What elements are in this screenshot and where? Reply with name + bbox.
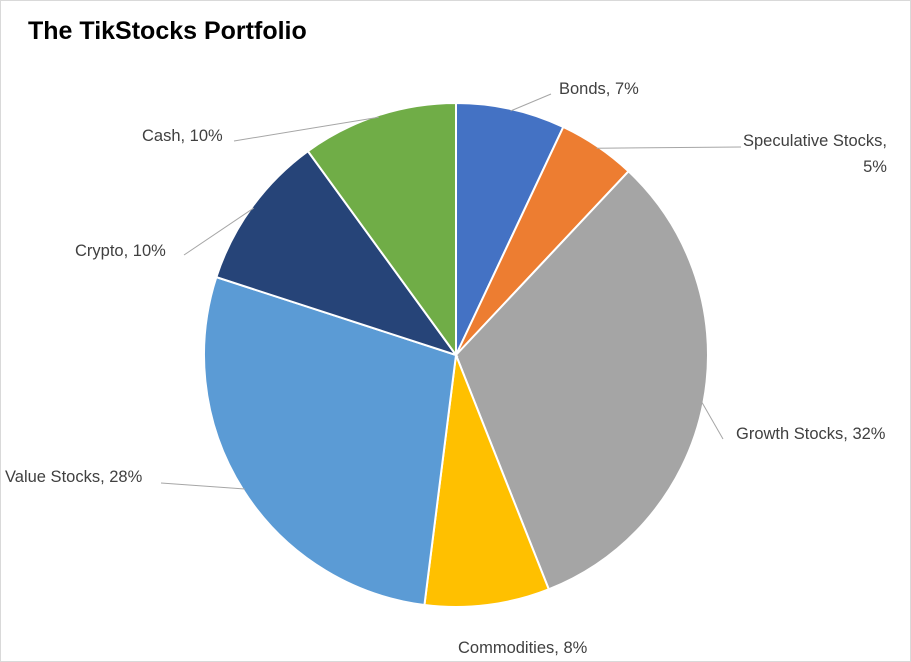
leader-line-speculative-stocks	[596, 146, 742, 149]
chart-title: The TikStocks Portfolio	[28, 17, 307, 45]
pie-slice-value-stocks	[203, 275, 458, 607]
pie-slices	[203, 101, 709, 608]
pie-slice-bonds	[455, 101, 565, 356]
data-label-bonds: Bonds, 7%	[559, 80, 639, 98]
leader-line-value-stocks	[160, 482, 245, 490]
leader-line-growth-stocks	[701, 401, 724, 440]
pie-slice-cash	[306, 101, 457, 359]
pie-slice-commodities	[423, 354, 551, 608]
leader-line-cash	[233, 116, 379, 142]
pie-slice-growth-stocks	[454, 169, 709, 591]
data-labels: Bonds, 7% Speculative Stocks, 5% Growth Sto…	[5, 80, 887, 657]
data-label-cash: Cash, 10%	[142, 127, 223, 145]
pie-slice-crypto	[215, 149, 459, 357]
leader-line-crypto	[183, 207, 254, 256]
data-label-growth-stocks: Growth Stocks, 32%	[736, 425, 886, 443]
data-label-commodities: Commodities, 8%	[458, 639, 588, 657]
data-label-value-stocks: Value Stocks, 28%	[5, 468, 143, 486]
leader-lines	[160, 93, 742, 490]
data-label-crypto: Crypto, 10%	[75, 242, 166, 260]
leader-line-bonds	[510, 93, 552, 112]
data-label-speculative-stocks: Speculative Stocks, 5%	[743, 132, 887, 176]
